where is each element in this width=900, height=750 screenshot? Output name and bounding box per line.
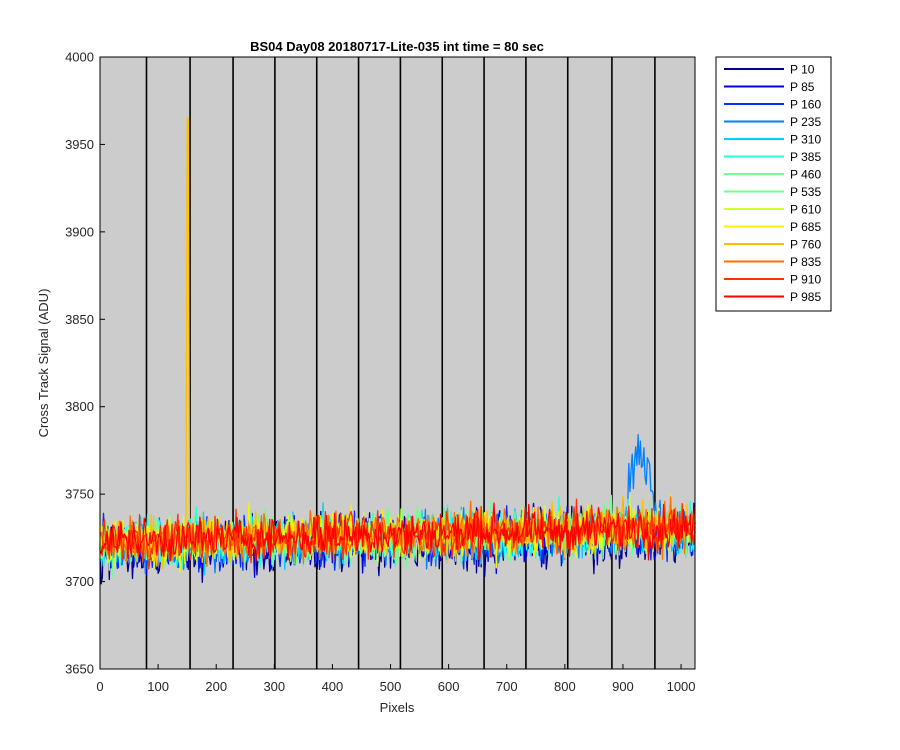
legend-item-3: P 235 [724,115,821,129]
x-tick-label-6: 600 [438,679,460,694]
legend-label-3: P 235 [790,115,821,129]
legend-item-10: P 760 [724,238,821,252]
x-tick-label-5: 500 [380,679,402,694]
legend-item-1: P 85 [724,80,815,94]
y-tick-label-6: 3950 [65,137,94,152]
series-lines [99,117,696,585]
legend-label-7: P 535 [790,185,821,199]
legend-item-11: P 835 [724,255,821,269]
legend-items: P 10 P 85 P 160 P 235 P 310 P 385 P 460 P 535 P … [724,63,821,304]
y-tick-label-5: 3900 [65,224,94,239]
legend: P 10 P 85 P 160 P 235 P 310 P 385 P 460 P 535 P … [715,56,832,312]
legend-item-7: P 535 [724,185,821,199]
legend-label-5: P 385 [790,150,821,164]
y-tick-label-4: 3850 [65,312,94,327]
legend-label-1: P 85 [790,80,815,94]
vertical-markers [145,57,656,669]
legend-box [715,56,832,312]
legend-label-6: P 460 [790,168,821,182]
y-tick-label-2: 3750 [65,487,94,502]
legend-item-9: P 685 [724,220,821,234]
legend-item-2: P 160 [724,98,821,112]
legend-label-9: P 685 [790,220,821,234]
x-tick-label-7: 700 [496,679,518,694]
legend-label-11: P 835 [790,255,821,269]
chart-title: BS04 Day08 20180717-Lite-035 int time = … [250,39,544,54]
x-tick-label-4: 400 [322,679,344,694]
x-axis: 0 100 200 300 400 500 600 700 800 900 1000 [96,664,696,694]
x-tick-label-2: 200 [205,679,227,694]
x-tick-label-10: 1000 [667,679,696,694]
legend-label-8: P 610 [790,203,821,217]
legend-item-13: P 985 [724,290,821,304]
x-tick-label-0: 0 [96,679,103,694]
legend-label-10: P 760 [790,238,821,252]
legend-item-0: P 10 [724,63,815,77]
legend-item-5: P 385 [724,150,821,164]
legend-label-4: P 310 [790,133,821,147]
x-axis-label: Pixels [380,700,415,715]
y-tick-label-0: 3650 [65,662,94,677]
x-tick-label-1: 100 [147,679,169,694]
legend-label-12: P 910 [790,273,821,287]
legend-label-0: P 10 [790,63,815,77]
legend-label-13: P 985 [790,290,821,304]
y-tick-label-7: 4000 [65,50,94,65]
legend-item-8: P 610 [724,203,821,217]
x-tick-label-8: 800 [554,679,576,694]
plot-frame [99,56,696,670]
legend-label-2: P 160 [790,98,821,112]
legend-item-12: P 910 [724,273,821,287]
y-axis: 3650 3700 3750 3800 3850 3900 3950 4000 [65,50,105,677]
legend-item-4: P 310 [724,133,821,147]
x-tick-label-9: 900 [612,679,634,694]
y-tick-label-3: 3800 [65,399,94,414]
legend-item-6: P 460 [724,168,821,182]
y-tick-label-1: 3700 [65,574,94,589]
series-line-13 [99,502,696,564]
y-axis-label: Cross Track Signal (ADU) [36,289,51,438]
x-tick-label-3: 300 [263,679,285,694]
